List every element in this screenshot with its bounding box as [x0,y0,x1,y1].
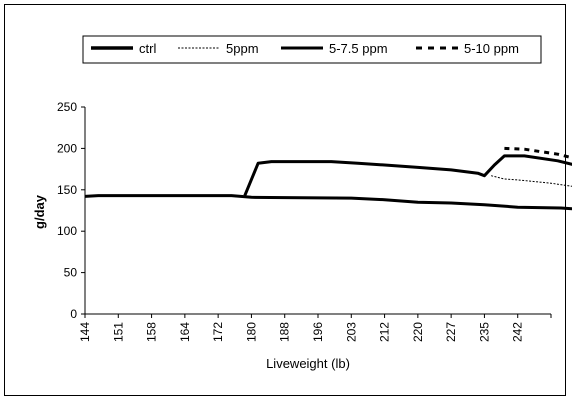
x-axis-title: Liveweight (lb) [266,356,350,371]
y-tick-label: 150 [57,183,77,197]
x-tick-label: 144 [78,322,92,342]
x-tick-label: 196 [311,322,325,342]
x-tick-label: 212 [378,322,392,342]
y-axis-title: g/day [32,194,47,229]
y-tick-label: 50 [64,266,78,280]
y-tick-label: 100 [57,224,77,238]
x-tick-label: 242 [511,322,525,342]
chart-frame [4,4,566,396]
x-tick-label: 220 [411,322,425,342]
x-tick-label: 180 [244,322,258,342]
x-tick-label: 235 [477,322,491,342]
legend-label-5-7-5ppm: 5-7.5 ppm [329,41,388,56]
y-ticks: 0 50 100 150 200 250 [57,100,85,321]
x-tick-label: 203 [344,322,358,342]
x-tick-label: 151 [111,322,125,342]
series-line-3 [504,146,572,160]
x-tick-label: 158 [145,322,159,342]
legend-label-5ppm: 5ppm [226,41,259,56]
y-tick-label: 0 [70,307,77,321]
legend: ctrl 5ppm 5-7.5 ppm 5-10 ppm [82,35,542,64]
legend-label-ctrl: ctrl [139,41,156,56]
x-tick-label: 172 [211,322,225,342]
x-tick-label: 188 [278,322,292,342]
y-tick-label: 250 [57,100,77,114]
legend-label-5-10ppm: 5-10 ppm [464,41,519,56]
series-line-0 [84,194,572,211]
series-line-1 [490,175,572,187]
y-tick-label: 200 [57,141,77,155]
series-line-2 [243,154,572,197]
x-tick-label: 164 [178,322,192,342]
x-ticks: 144 151 158 164 172 180 188 196 203 212 220 227 235 2… [78,314,552,342]
series-layer [84,146,572,211]
x-tick-label: 227 [444,322,458,342]
